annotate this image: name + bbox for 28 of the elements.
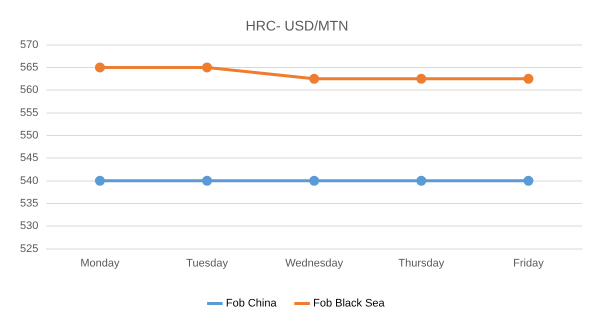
- y-tick-label: 550: [20, 130, 38, 142]
- point: [416, 74, 426, 84]
- x-tick-label: Friday: [513, 257, 544, 270]
- point: [202, 62, 212, 72]
- point: [523, 74, 534, 84]
- x-tick-label: Monday: [80, 257, 120, 270]
- legend-label: Fob China: [226, 298, 278, 310]
- point: [309, 74, 320, 84]
- y-tick-label: 560: [20, 84, 38, 96]
- y-tick-label: 565: [20, 62, 38, 74]
- y-tick-label: 525: [20, 242, 38, 255]
- y-tick-label: 570: [20, 38, 38, 51]
- x-tick-label: Thursday: [398, 257, 445, 270]
- chart-title: HRC- USD/MTN: [246, 17, 348, 34]
- y-tick-label: 540: [20, 174, 38, 187]
- y-tick-label: 530: [20, 220, 38, 232]
- point: [94, 62, 105, 72]
- point: [94, 176, 105, 186]
- point: [309, 176, 320, 186]
- y-tick-label: 555: [20, 106, 38, 119]
- x-tick-label: Wednesday: [285, 257, 344, 270]
- point: [416, 176, 426, 186]
- point: [523, 176, 534, 186]
- point: [202, 176, 212, 186]
- legend-label: Fob Black Sea: [313, 298, 386, 310]
- y-tick-label: 545: [20, 152, 38, 164]
- y-tick-label: 535: [20, 198, 38, 210]
- x-tick-label: Tuesday: [186, 257, 228, 270]
